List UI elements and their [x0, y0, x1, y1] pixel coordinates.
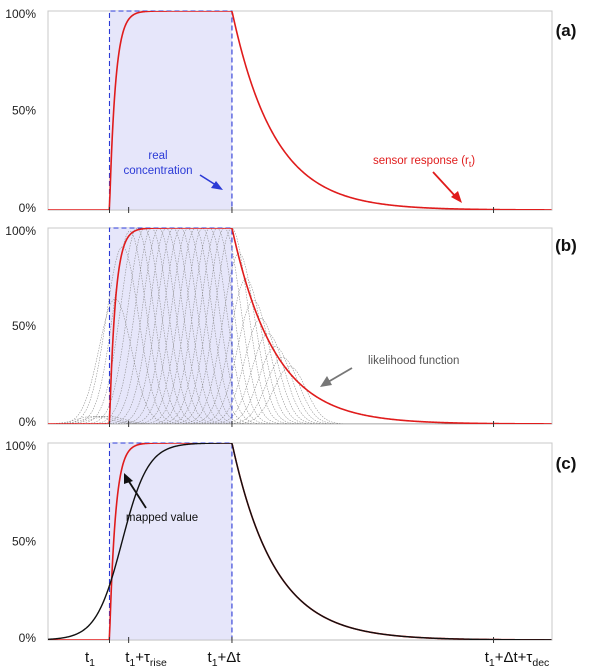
mapped-value-arrow	[127, 479, 147, 509]
likelihood-kernel	[48, 228, 552, 424]
likelihood-kernel	[48, 228, 552, 424]
sensor-response-arrow	[432, 171, 457, 198]
y-tick-label-a-2: 100%	[5, 7, 36, 21]
y-tick-label-a-0: 0%	[19, 201, 37, 215]
panel-c-label: (c)	[556, 454, 577, 473]
real-concentration-fill-a	[109, 11, 232, 210]
likelihood-kernel	[48, 246, 552, 424]
panel-a: 0% 50% 100%	[5, 7, 553, 215]
real-concentration-arrowhead	[211, 181, 223, 190]
real-concentration-fill-c	[109, 443, 232, 640]
likelihood-kernel	[48, 366, 552, 424]
likelihood-kernel	[48, 228, 552, 424]
mapped-value-label: mapped value	[126, 512, 198, 524]
real-concentration-label-line2: concentration	[123, 165, 192, 177]
y-tick-label-c-2: 100%	[5, 439, 36, 453]
likelihood-kernel	[48, 278, 552, 424]
real-concentration-label-line1: real	[148, 150, 167, 162]
likelihood-arrow	[327, 367, 353, 383]
sensor-response-line-a	[48, 11, 552, 210]
y-tick-label-c-0: 0%	[19, 631, 37, 645]
sensor-response-line-b	[48, 228, 552, 424]
mapped-value-line	[48, 443, 552, 640]
y-tick-label-c-1: 50%	[12, 535, 36, 549]
likelihood-function-label: likelihood function	[368, 355, 459, 367]
likelihood-kernel	[48, 333, 552, 424]
panel-c: 0% 50% 100%	[5, 439, 553, 645]
likelihood-kernel	[48, 228, 552, 424]
y-tick-label-b-1: 50%	[12, 319, 36, 333]
likelihood-kernel	[48, 299, 552, 424]
likelihood-arrowhead	[320, 376, 332, 387]
y-tick-label-b-2: 100%	[5, 224, 36, 238]
likelihood-kernel	[48, 228, 552, 424]
panel-a-label: (a)	[556, 21, 577, 40]
mapped-value-arrowhead	[124, 473, 133, 484]
panel-b: 0% 50% 100%	[5, 224, 553, 429]
panel-b-label: (b)	[555, 236, 577, 255]
sensor-response-arrowhead	[451, 191, 462, 203]
x-tick-label-t1-dt-tau-dec: t1+Δt+τdec	[485, 649, 550, 669]
y-tick-label-b-0: 0%	[19, 415, 37, 429]
x-tick-label-t1-dt: t1+Δt	[208, 649, 242, 669]
sensor-response-label: sensor response (rt)	[373, 155, 475, 169]
likelihood-kernel	[48, 228, 552, 424]
y-tick-label-a-1: 50%	[12, 104, 36, 118]
x-tick-label-t1-tau-rise: t1+τrise	[125, 649, 167, 669]
x-tick-label-t1: t1	[85, 649, 95, 669]
